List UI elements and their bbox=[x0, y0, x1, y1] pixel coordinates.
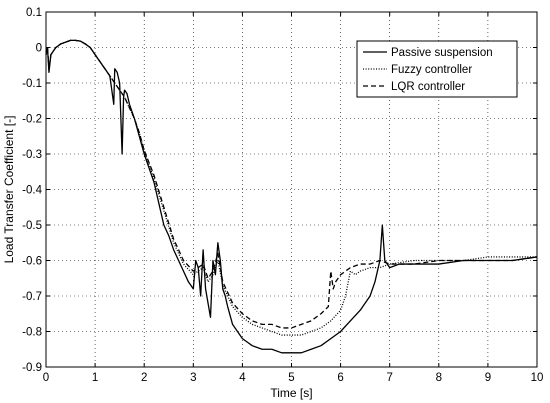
y-tick-label: -0.3 bbox=[22, 149, 42, 161]
x-tick-label: 4 bbox=[239, 372, 246, 384]
series-group bbox=[45, 39, 538, 354]
x-tick-label: 6 bbox=[337, 372, 343, 384]
y-tick-label: -0.1 bbox=[22, 78, 42, 90]
x-tick-label: 0 bbox=[43, 372, 49, 384]
series-line-0 bbox=[45, 39, 538, 354]
x-tick-label: 7 bbox=[386, 372, 392, 384]
x-tick-label: 3 bbox=[190, 372, 196, 384]
x-tick-label: 1 bbox=[92, 372, 98, 384]
x-tick-label: 5 bbox=[288, 372, 294, 384]
y-tick-label: -0.6 bbox=[22, 256, 42, 268]
legend-label-0: Passive suspension bbox=[391, 47, 493, 59]
legend-label-1: Fuzzy controller bbox=[391, 64, 472, 76]
y-tick-label: 0.1 bbox=[26, 7, 42, 19]
y-tick-label: 0 bbox=[36, 43, 42, 55]
y-tick-label: -0.8 bbox=[22, 327, 42, 339]
y-tick-label: -0.5 bbox=[22, 220, 42, 232]
legend-box bbox=[356, 40, 518, 98]
legend-label-2: LQR controller bbox=[391, 81, 465, 93]
y-tick-label: -0.9 bbox=[22, 362, 42, 374]
y-tick-label: -0.7 bbox=[22, 291, 42, 303]
ticks: 0 1 2 3 4 5 6 7 8 9 10 0.1 0 -0.1 -0.2 -0.3 -0.4 -0.5 -0.6… bbox=[22, 7, 543, 384]
x-tick-label: 8 bbox=[436, 372, 442, 384]
y-axis-label: Load Transfer Coefficient [-] bbox=[2, 116, 16, 264]
y-tick-label: -0.2 bbox=[22, 114, 42, 126]
legend: Passive suspension Fuzzy controller LQR co… bbox=[356, 40, 518, 98]
x-tick-label: 2 bbox=[141, 372, 147, 384]
x-tick-label: 10 bbox=[531, 372, 544, 384]
x-axis-label: Time [s] bbox=[270, 386, 312, 400]
y-tick-label: -0.4 bbox=[22, 185, 42, 197]
series-line-2 bbox=[45, 39, 538, 329]
x-tick-label: 9 bbox=[485, 372, 491, 384]
